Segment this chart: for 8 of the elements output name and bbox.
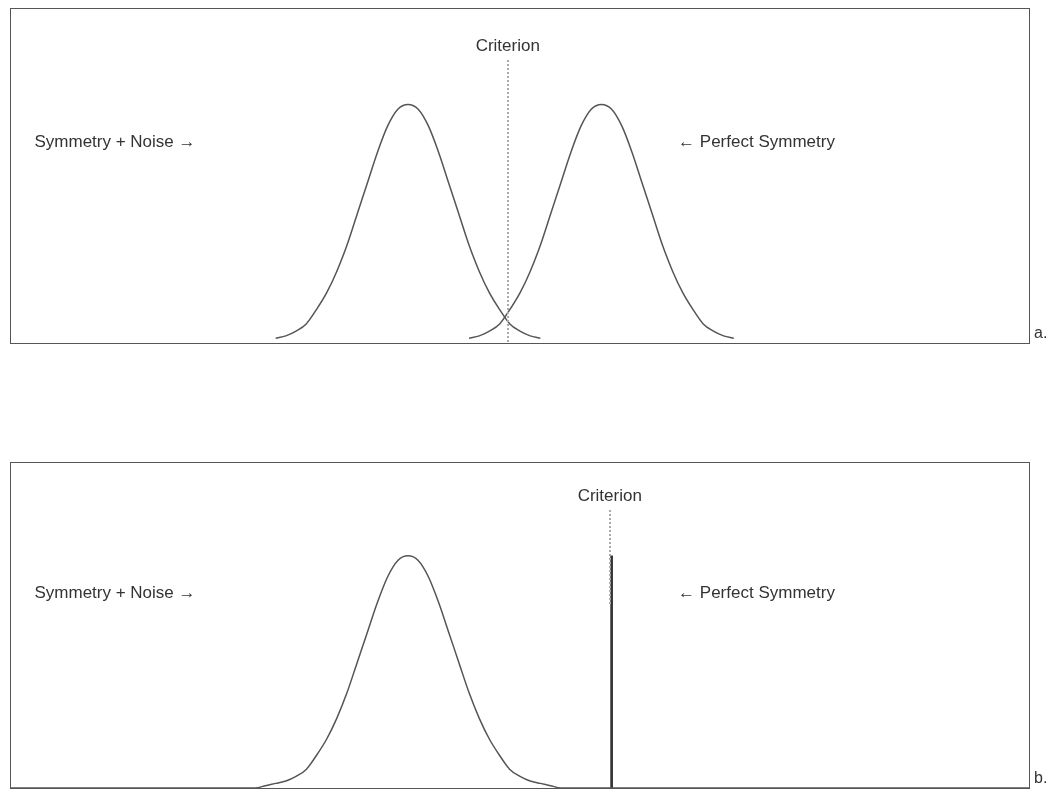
- text: a.: [1034, 324, 1048, 342]
- text: Criterion: [475, 36, 540, 56]
- annotation: ← Perfect Symmetry: [678, 582, 835, 603]
- annotation: Symmetry + Noise →: [34, 582, 196, 603]
- text: Criterion: [577, 486, 642, 506]
- annotation: Symmetry + Noise →: [34, 132, 196, 153]
- annotation: ← Perfect Symmetry: [678, 132, 835, 153]
- text: b.: [1034, 769, 1048, 787]
